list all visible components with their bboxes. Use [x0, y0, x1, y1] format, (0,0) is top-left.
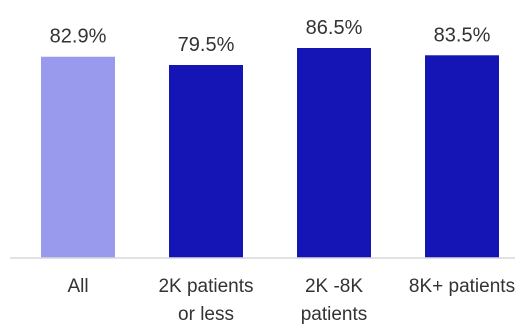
category-label-2-line-1: 2K patients	[158, 276, 253, 297]
data-label-3: 86.5%	[306, 17, 363, 39]
category-label-2-line-2: or less	[178, 304, 234, 325]
bar-3	[297, 48, 371, 258]
data-labels-group: 82.9% 79.5% 86.5% 83.5%	[50, 17, 491, 56]
category-label-3-line-1: 2K -8K	[305, 276, 363, 297]
bar-2	[169, 64, 243, 258]
bar-1	[41, 56, 115, 258]
bar-4	[425, 55, 499, 259]
category-label-1-line-1: All	[67, 276, 88, 297]
category-label-3-line-2: patients	[301, 304, 368, 325]
data-label-1: 82.9%	[50, 26, 107, 48]
bars-group	[41, 48, 499, 259]
data-label-4: 83.5%	[434, 24, 491, 46]
category-labels-group: All 2K patients or less 2K -8K patients 8K+ p…	[67, 276, 515, 325]
category-label-4-line-1: 8K+ patients	[409, 276, 515, 297]
data-label-2: 79.5%	[178, 34, 235, 56]
